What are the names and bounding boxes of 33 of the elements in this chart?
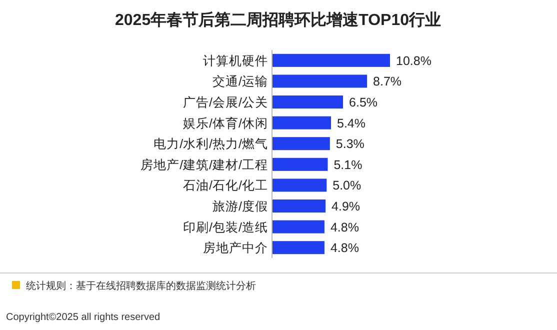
bar bbox=[272, 54, 390, 67]
text: Copyright©2025 all rights reserved bbox=[6, 312, 160, 323]
y-tick-label: 计算机硬件 bbox=[203, 54, 268, 68]
data-label: 5.4% bbox=[337, 116, 366, 130]
bar bbox=[272, 220, 324, 234]
data-label: 5.0% bbox=[332, 178, 362, 193]
y-tick-label: 印刷/包装/造纸 bbox=[183, 220, 268, 234]
data-label: 6.5% bbox=[349, 96, 378, 110]
data-label: 8.7% bbox=[373, 74, 402, 89]
bar bbox=[272, 116, 331, 130]
y-tick-label: 石油/石化/化工 bbox=[183, 178, 268, 193]
data-label: 4.8% bbox=[330, 241, 359, 256]
bar bbox=[272, 200, 326, 212]
y-tick-label: 房地产中介 bbox=[203, 240, 268, 256]
y-tick-label: 广告/会展/公关 bbox=[183, 96, 268, 110]
y-tick-label: 交通/运输 bbox=[212, 74, 268, 89]
y-tick-label: 电力/水利/热力/燃气 bbox=[154, 137, 268, 152]
data-label: 4.9% bbox=[332, 200, 360, 214]
bar bbox=[272, 74, 368, 88]
bar bbox=[272, 96, 344, 108]
data-label: 5.3% bbox=[336, 137, 364, 152]
bar bbox=[272, 158, 328, 171]
bar bbox=[272, 241, 324, 254]
data-label: 5.1% bbox=[334, 158, 362, 172]
data-label: 4.8% bbox=[330, 220, 359, 234]
text: 统计规则：基于在线招聘数据库的数据监测统计分析 bbox=[26, 280, 256, 292]
y-tick-label: 旅游/度假 bbox=[212, 198, 268, 214]
data-label: 10.8% bbox=[396, 54, 432, 68]
bar bbox=[272, 137, 330, 150]
y-tick-label: 房地产/建筑/建材/工程 bbox=[140, 156, 268, 172]
y-tick-label: 娱乐/体育/休闲 bbox=[183, 115, 268, 130]
bar bbox=[272, 178, 327, 192]
chart-title: 2025年春节后第二周招聘环比增速TOP10行业 bbox=[115, 11, 441, 29]
